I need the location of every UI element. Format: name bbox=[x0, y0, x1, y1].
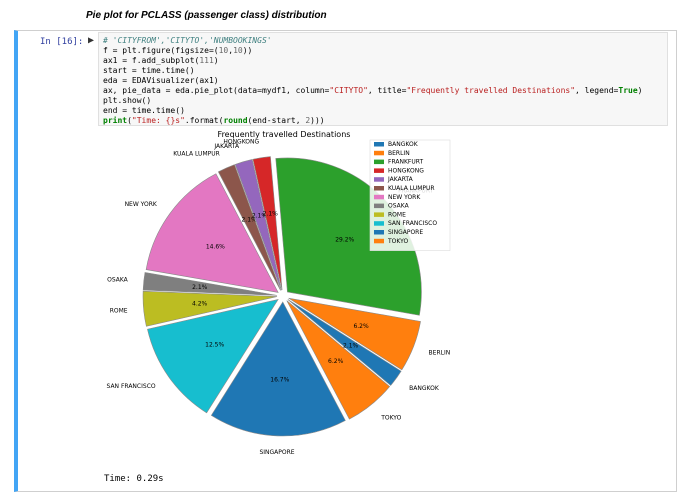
pie-category-label: JAKARTA bbox=[213, 143, 240, 150]
pie-slice-san-francisco bbox=[147, 299, 279, 414]
pie-slice-tokyo bbox=[286, 300, 391, 420]
pie-percent-label: 29.2% bbox=[335, 236, 354, 243]
pie-category-label: ROME bbox=[110, 307, 128, 314]
legend-entry-label: KUALA LUMPUR bbox=[388, 185, 435, 192]
pie-category-label: NEW YORK bbox=[125, 201, 158, 208]
legend-entry-label: BANGKOK bbox=[388, 141, 419, 148]
pie-category-label: TOKYO bbox=[380, 414, 401, 421]
cell-prompt: In [16]: bbox=[40, 37, 84, 47]
legend-swatch bbox=[374, 186, 384, 191]
legend-entry-label: TOKYO bbox=[387, 238, 408, 245]
pie-category-label: KUALA LUMPUR bbox=[173, 150, 220, 157]
legend-swatch bbox=[374, 212, 384, 217]
chart-title: Frequently travelled Destinations bbox=[218, 130, 351, 139]
legend-entry-label: ROME bbox=[388, 211, 406, 218]
legend-swatch bbox=[374, 159, 384, 165]
code-editor[interactable]: # 'CITYFROM','CITYTO','NUMBOOKINGS' f = p… bbox=[98, 32, 668, 126]
legend-swatch bbox=[374, 221, 384, 226]
pie-slice-bangkok bbox=[287, 299, 402, 386]
legend-swatch bbox=[374, 142, 384, 147]
legend-entry-label: OSAKA bbox=[388, 203, 410, 210]
pie-slice-berlin bbox=[288, 297, 421, 371]
legend-entry-label: HONGKONG bbox=[388, 167, 424, 174]
code-line: start = time.time() bbox=[103, 66, 195, 75]
pie-slice-singapore bbox=[210, 301, 346, 437]
pie-chart: Frequently travelled Destinations 29.2% F… bbox=[107, 130, 451, 456]
pie-category-label: SAN FRANCISCO bbox=[107, 383, 156, 390]
pie-percent-label: 12.5% bbox=[205, 341, 224, 348]
pie-slice-kuala-lumpur bbox=[217, 164, 281, 291]
code-line: print("Time: {}s".format(round(end-start… bbox=[103, 116, 325, 125]
pie-slice-rome bbox=[142, 290, 278, 327]
code-line: f = plt.figure(figsize=(10,10)) bbox=[103, 46, 253, 55]
cell-run-marker-icon[interactable]: ▶ bbox=[88, 35, 95, 46]
pie-percent-label: 6.2% bbox=[353, 323, 369, 330]
legend-swatch bbox=[374, 194, 384, 200]
code-line: # 'CITYFROM','CITYTO','NUMBOOKINGS' bbox=[103, 36, 272, 45]
pie-percent-label: 2.1% bbox=[343, 342, 359, 349]
pie-percent-label: 4.2% bbox=[192, 301, 208, 308]
pie-percent-label: 6.2% bbox=[328, 358, 344, 365]
legend-swatch bbox=[374, 203, 384, 209]
legend-swatch bbox=[374, 150, 384, 156]
legend-entry-label: BERLIN bbox=[388, 150, 410, 157]
pie-percent-label: 16.7% bbox=[270, 377, 289, 384]
legend-entry-label: FRANKFURT bbox=[388, 159, 423, 166]
legend-entry-label: JAKARTA bbox=[387, 176, 414, 183]
pie-slice-jakarta bbox=[234, 159, 282, 291]
pie-slice-osaka bbox=[142, 272, 278, 296]
legend-swatch bbox=[374, 177, 384, 182]
legend-entry-label: SAN FRANCISCO bbox=[388, 220, 437, 227]
legend-entry-label: NEW YORK bbox=[388, 194, 421, 201]
pie-category-label: BERLIN bbox=[429, 349, 451, 356]
pie-slice-hongkong bbox=[252, 156, 283, 291]
code-line: eda = EDAVisualizer(ax1) bbox=[103, 76, 219, 85]
pie-percent-label: 2.1% bbox=[252, 213, 268, 220]
cell-output: Frequently travelled Destinations 29.2% F… bbox=[98, 128, 668, 488]
code-line: end = time.time() bbox=[103, 106, 185, 115]
pie-percent-label: 2.1% bbox=[263, 210, 279, 217]
legend-entry-label: SINGAPORE bbox=[388, 229, 423, 236]
pie-percent-label: 14.6% bbox=[206, 244, 225, 251]
pie-percent-label: 2.1% bbox=[241, 216, 257, 223]
pie-category-label: OSAKA bbox=[107, 277, 129, 284]
pie-percent-label: 2.1% bbox=[192, 284, 208, 291]
output-text: Time: 0.29s bbox=[104, 474, 164, 484]
legend-swatch bbox=[374, 230, 384, 235]
pie-category-label: SINGAPORE bbox=[259, 449, 294, 456]
pie-category-label: BANGKOK bbox=[409, 385, 440, 392]
legend-swatch bbox=[374, 168, 384, 173]
pie-category-label: HONGKONG bbox=[223, 139, 259, 146]
code-line: plt.show() bbox=[103, 96, 152, 105]
pie-slice-new-york bbox=[145, 173, 279, 293]
code-line: ax1 = f.add_subplot(111) bbox=[103, 56, 219, 65]
section-heading: Pie plot for PCLASS (passenger class) di… bbox=[86, 10, 327, 21]
code-line: ax, pie_data = eda.pie_plot(data=mydf1, … bbox=[103, 86, 643, 95]
legend-swatch bbox=[374, 238, 384, 244]
